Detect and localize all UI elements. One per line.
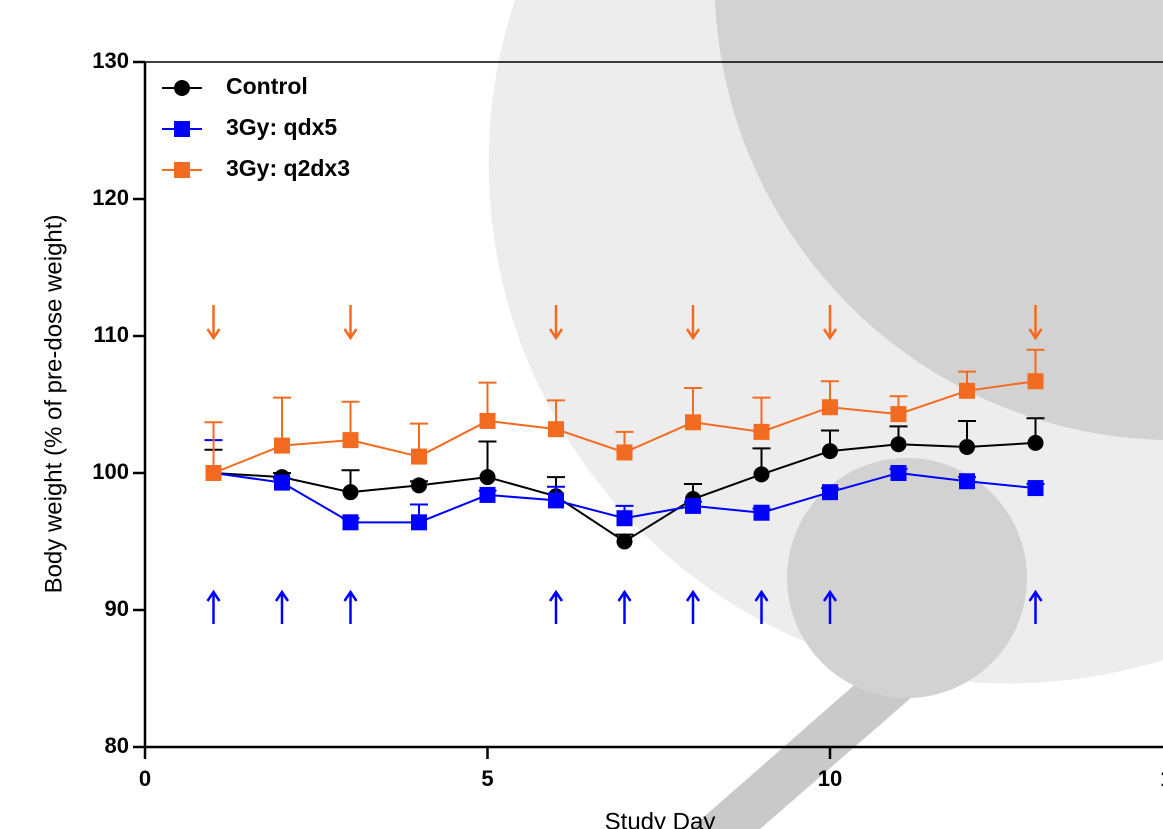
data-point (411, 514, 427, 531)
dose-arrow (548, 305, 564, 341)
data-point (959, 382, 975, 399)
data-point (616, 444, 633, 461)
legend-label: 3Gy: q2dx3 (226, 155, 350, 181)
data-point (753, 504, 770, 521)
dose-arrow (206, 305, 221, 341)
y-axis-label: Body weight (% of pre-dose weight) (40, 215, 67, 594)
data-point (411, 477, 427, 494)
data-point (685, 414, 701, 431)
y-tick-label: 120 (92, 185, 129, 210)
x-axis-label: Study Day (605, 808, 716, 829)
data-point (1027, 373, 1044, 390)
dose-arrow (343, 305, 358, 341)
data-point (274, 437, 290, 454)
dose-arrow (822, 589, 838, 624)
data-point (890, 436, 907, 453)
y-tick-label: 130 (92, 48, 129, 73)
data-point (1027, 480, 1044, 497)
data-point (753, 466, 770, 483)
data-point (274, 474, 290, 491)
data-point (479, 486, 496, 503)
x-tick-label: 0 (139, 766, 151, 791)
y-tick-label: 100 (92, 459, 129, 484)
y-tick-label: 80 (105, 733, 129, 758)
x-tick-label: 10 (818, 766, 842, 791)
dose-arrow (1028, 305, 1043, 341)
data-point (822, 399, 838, 416)
dose-arrow (822, 305, 838, 341)
data-point (342, 484, 359, 501)
data-point (1027, 434, 1044, 451)
legend-marker (174, 80, 190, 96)
legend-marker (174, 121, 190, 137)
data-point (205, 465, 222, 481)
data-point (342, 432, 359, 449)
data-point (822, 443, 838, 460)
y-tick-label: 90 (105, 596, 129, 621)
dose-arrow (274, 589, 290, 624)
data-point (342, 514, 359, 531)
dose-arrow (206, 589, 221, 624)
data-point (616, 533, 633, 550)
data-point (890, 406, 907, 423)
data-point (411, 448, 427, 465)
data-point (822, 484, 838, 501)
data-point (616, 510, 633, 527)
dose-arrow (754, 589, 769, 624)
legend-label: 3Gy: qdx5 (226, 114, 337, 140)
dose-arrow (343, 589, 358, 624)
data-point (479, 469, 496, 486)
dose-arrow (548, 589, 564, 624)
x-tick-label: 15 (1160, 766, 1163, 791)
error-bar (204, 421, 223, 473)
data-point (890, 465, 907, 481)
data-point (959, 473, 975, 490)
dose-arrow (685, 305, 701, 341)
data-point (685, 497, 701, 514)
dose-arrow (685, 589, 701, 624)
data-point (959, 438, 975, 455)
data-point (548, 421, 564, 438)
legend-label: Control (226, 73, 308, 99)
data-point (753, 423, 770, 440)
y-tick-label: 110 (94, 322, 130, 347)
legend-marker (174, 162, 190, 178)
x-tick-label: 5 (481, 766, 493, 791)
data-point (548, 492, 564, 509)
dose-arrow (1028, 589, 1043, 624)
data-point (479, 412, 496, 429)
dose-arrow (617, 589, 632, 624)
